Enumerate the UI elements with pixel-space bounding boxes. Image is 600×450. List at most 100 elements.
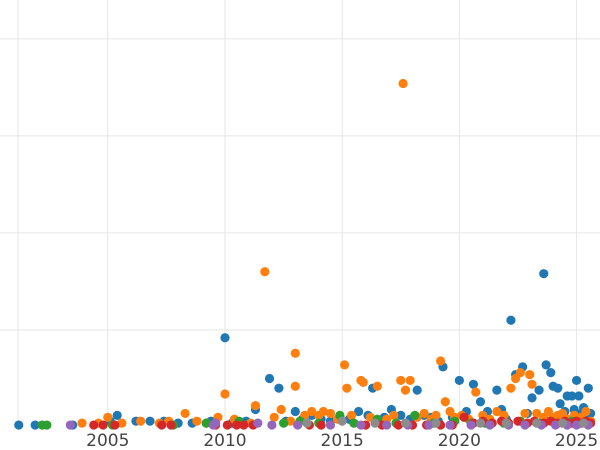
data-point-s1-37 <box>398 78 408 89</box>
data-point-s1-35 <box>389 410 399 420</box>
data-point-s1-36 <box>396 375 406 386</box>
data-point-s1-55 <box>506 383 516 393</box>
data-point-s0-32 <box>412 385 422 395</box>
data-point-s0-4 <box>112 410 122 420</box>
data-point-s2-13 <box>410 410 420 420</box>
data-point-s5-0 <box>302 418 312 428</box>
data-point-s0-57 <box>555 399 565 409</box>
data-point-s0-0 <box>14 420 24 430</box>
data-point-s3-7 <box>232 420 242 430</box>
data-point-s1-57 <box>515 368 525 378</box>
data-point-s4-17 <box>550 420 561 430</box>
data-point-s1-3 <box>117 418 127 428</box>
data-point-s1-0 <box>77 418 87 428</box>
data-point-s3-2 <box>110 420 120 430</box>
data-point-s4-8 <box>382 420 392 430</box>
data-point-s4-7 <box>356 420 366 430</box>
data-point-s3-19 <box>459 412 469 422</box>
data-point-s1-33 <box>372 381 382 391</box>
data-point-s0-41 <box>475 397 486 407</box>
x-tick-label-2020: 2020 <box>438 431 481 450</box>
data-point-s1-7 <box>180 408 190 419</box>
data-point-s1-29 <box>346 410 357 420</box>
data-point-s5-3 <box>400 418 411 428</box>
data-point-s5-4 <box>431 418 441 428</box>
data-point-s0-54 <box>546 368 556 378</box>
data-point-s1-61 <box>532 408 542 419</box>
data-point-s1-17 <box>276 404 286 415</box>
data-point-s4-0 <box>65 420 75 430</box>
x-tick-label-2025: 2025 <box>555 431 598 450</box>
data-point-s5-2 <box>370 418 380 428</box>
data-point-s4-10 <box>424 420 434 430</box>
data-point-s1-50 <box>471 387 481 397</box>
data-point-s5-9 <box>578 418 589 428</box>
data-point-s0-40 <box>468 379 479 389</box>
data-point-s2-10 <box>349 418 359 428</box>
data-point-s1-19 <box>290 348 300 358</box>
data-point-s0-60 <box>567 391 577 401</box>
data-point-s0-38 <box>454 375 464 386</box>
data-points <box>14 78 596 430</box>
data-point-s0-16 <box>274 383 284 393</box>
data-point-s1-25 <box>325 408 336 419</box>
data-point-s1-28 <box>342 383 352 393</box>
data-point-s0-25 <box>353 406 364 417</box>
data-point-s3-14 <box>393 420 404 430</box>
data-point-s5-7 <box>532 418 542 428</box>
data-point-s4-19 <box>571 420 582 430</box>
data-point-s1-53 <box>492 406 502 417</box>
data-point-s1-39 <box>405 375 415 386</box>
data-point-s1-16 <box>269 412 279 422</box>
data-point-s1-4 <box>136 416 146 426</box>
data-point-s2-1 <box>42 420 52 430</box>
data-point-s4-13 <box>485 420 495 430</box>
data-point-s5-1 <box>337 416 347 426</box>
data-point-s0-1 <box>30 420 40 430</box>
data-point-s2-4 <box>201 418 211 428</box>
data-point-s1-8 <box>192 416 202 426</box>
data-point-s1-45 <box>440 397 450 407</box>
data-point-s2-6 <box>278 418 289 428</box>
data-point-s1-11 <box>220 389 230 399</box>
data-point-s1-24 <box>318 406 329 417</box>
data-point-s0-56 <box>553 383 563 393</box>
data-point-s4-15 <box>520 420 530 430</box>
data-point-s1-31 <box>358 377 368 387</box>
x-tick-label-2005: 2005 <box>86 431 129 450</box>
data-point-s1-60 <box>527 379 537 389</box>
data-point-s4-12 <box>466 420 476 430</box>
data-point-s3-25 <box>513 416 523 426</box>
data-point-s1-18 <box>286 416 296 426</box>
data-point-s4-2 <box>211 418 221 428</box>
data-point-s1-14 <box>250 401 261 411</box>
grid-lines <box>0 0 600 427</box>
data-point-s1-70 <box>581 406 591 417</box>
data-point-s1-15 <box>260 267 270 277</box>
data-point-s1-41 <box>419 408 429 419</box>
data-point-s0-6 <box>145 416 155 426</box>
data-point-s1-27 <box>339 360 350 370</box>
data-point-s5-5 <box>475 418 486 428</box>
data-point-s0-30 <box>396 410 406 420</box>
data-point-s4-11 <box>445 420 455 430</box>
x-tick-label-2010: 2010 <box>203 431 246 450</box>
data-point-s3-4 <box>166 420 176 430</box>
data-point-s4-5 <box>293 420 303 430</box>
data-point-s0-51 <box>534 385 544 395</box>
data-point-s0-18 <box>290 406 300 417</box>
data-point-s4-3 <box>253 418 263 428</box>
data-point-s1-58 <box>520 408 530 419</box>
x-tick-label-2015: 2015 <box>321 431 364 450</box>
data-point-s0-43 <box>492 385 502 395</box>
data-point-s3-6 <box>222 420 232 430</box>
data-point-s4-4 <box>267 420 277 430</box>
data-point-s3-3 <box>157 420 167 430</box>
data-point-s4-6 <box>325 420 336 430</box>
data-point-s5-6 <box>501 418 511 428</box>
data-point-s0-67 <box>583 383 593 393</box>
data-point-s1-22 <box>307 406 317 417</box>
data-point-s0-53 <box>541 360 551 370</box>
data-point-s5-8 <box>557 418 568 428</box>
